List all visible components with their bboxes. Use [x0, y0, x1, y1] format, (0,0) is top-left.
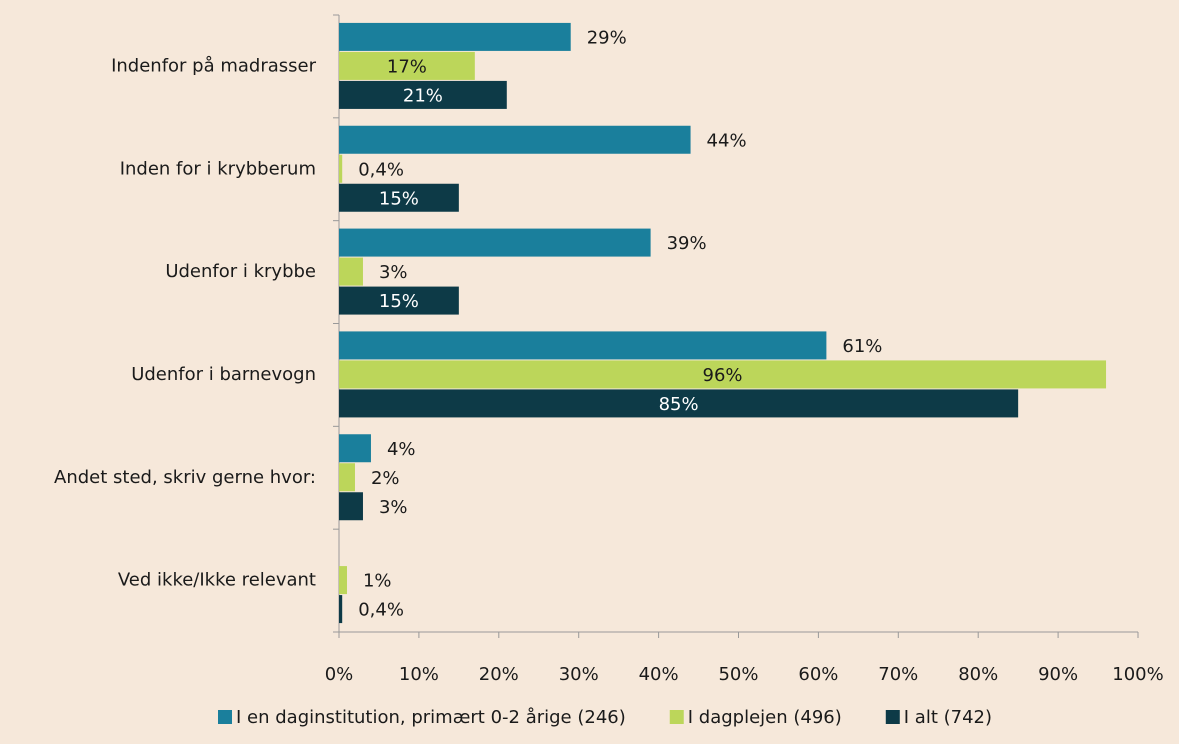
x-tick-label: 10% [399, 664, 439, 685]
category-label: Udenfor i krybbe [165, 261, 316, 282]
x-tick-label: 20% [479, 664, 519, 685]
bar [339, 183, 459, 212]
value-label: 85% [659, 394, 699, 415]
legend-swatch [218, 710, 232, 724]
bar [339, 51, 475, 80]
x-tick-label: 100% [1112, 664, 1163, 685]
category-label: Indenfor på madrasser [111, 55, 317, 76]
value-label: 15% [379, 291, 419, 312]
legend-label: I dagplejen (496) [688, 707, 842, 728]
value-label: 3% [379, 497, 408, 518]
value-label: 3% [379, 262, 408, 283]
bar [339, 463, 355, 492]
legend-label: I en daginstitution, primært 0-2 årige (… [236, 707, 626, 728]
bar [339, 331, 827, 360]
value-label: 2% [371, 468, 400, 489]
bar [339, 389, 1019, 418]
x-tick-label: 50% [718, 664, 758, 685]
bar [339, 125, 691, 154]
x-tick-label: 60% [798, 664, 838, 685]
bar [339, 257, 363, 286]
category-label: Udenfor i barnevogn [131, 364, 316, 385]
legend-swatch [669, 710, 684, 724]
legend-label: I alt (742) [904, 707, 992, 728]
bar [339, 492, 363, 521]
x-tick-label: 70% [878, 664, 918, 685]
value-label: 61% [842, 336, 882, 357]
value-label: 17% [387, 56, 427, 77]
bar [339, 228, 651, 257]
value-label: 0,4% [358, 159, 404, 180]
value-label: 29% [587, 27, 627, 48]
x-tick-label: 90% [1038, 664, 1078, 685]
value-label: 4% [387, 439, 416, 460]
value-label: 39% [667, 233, 707, 254]
value-label: 0,4% [358, 600, 404, 621]
bar [339, 360, 1107, 389]
value-label: 96% [703, 365, 743, 386]
value-label: 1% [363, 571, 392, 592]
bar [339, 154, 343, 183]
bar [339, 80, 507, 109]
category-label: Andet sted, skriv gerne hvor: [54, 467, 316, 488]
legend-swatch [885, 710, 900, 724]
x-tick-label: 0% [325, 664, 354, 685]
x-tick-label: 40% [639, 664, 679, 685]
bar [339, 286, 459, 315]
bar [339, 434, 371, 463]
category-label: Inden for i krybberum [120, 158, 316, 179]
bar [339, 22, 571, 51]
bar [339, 595, 343, 624]
x-tick-label: 80% [958, 664, 998, 685]
bar [339, 566, 347, 595]
value-label: 44% [707, 130, 747, 151]
x-tick-label: 30% [559, 664, 599, 685]
value-label: 21% [403, 85, 443, 106]
value-label: 15% [379, 188, 419, 209]
category-label: Ved ikke/Ikke relevant [118, 570, 316, 591]
